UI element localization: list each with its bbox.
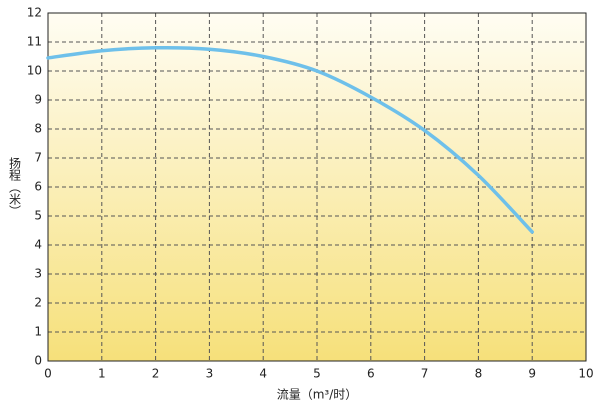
x-tick-label: 10 [578,367,593,381]
x-tick-label: 2 [152,367,160,381]
y-tick-label: 8 [34,122,42,136]
x-tick-label: 9 [528,367,536,381]
x-tick-label: 6 [367,367,375,381]
y-tick-label: 0 [34,354,42,368]
y-axis-label: 扬程（米） [8,156,22,217]
y-tick-label: 1 [34,325,42,339]
y-tick-label: 10 [27,64,42,78]
y-tick-label: 12 [27,6,42,20]
data-line [46,45,534,234]
y-tick-label: 6 [34,180,42,194]
x-tick-label: 5 [313,367,321,381]
x-tick-label: 1 [98,367,106,381]
y-tick-label: 11 [27,35,42,49]
y-tick-label: 7 [34,151,42,165]
y-tick-label: 3 [34,267,42,281]
y-tick-label: 5 [34,209,42,223]
x-tick-label: 3 [206,367,214,381]
x-tick-label: 8 [475,367,483,381]
y-tick-label: 9 [34,93,42,107]
y-tick-label: 4 [34,238,42,252]
x-tick-label: 4 [259,367,267,381]
y-tick-label: 2 [34,296,42,310]
plot-border [47,12,587,362]
x-tick-label: 7 [421,367,429,381]
x-axis-label: 流量（m³/时） [277,388,358,402]
x-tick-label: 0 [44,367,52,381]
